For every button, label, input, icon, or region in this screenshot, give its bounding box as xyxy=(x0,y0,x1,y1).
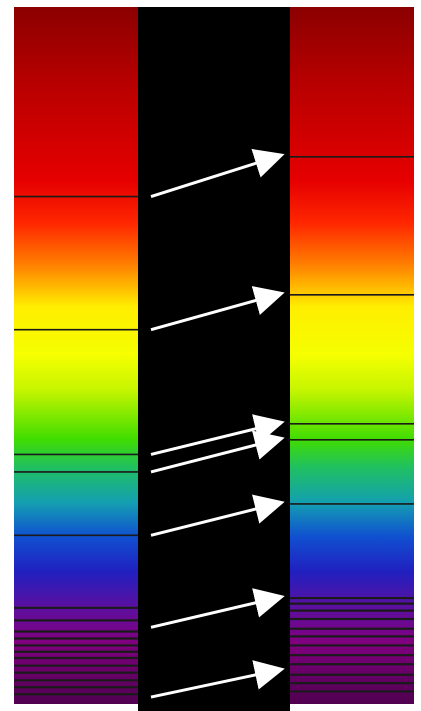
shift-arrow xyxy=(150,494,285,537)
reference-spectrum-band xyxy=(14,7,138,704)
shift-arrow xyxy=(150,588,285,629)
shift-arrow xyxy=(150,660,285,699)
shift-arrow xyxy=(150,148,285,199)
shift-arrow xyxy=(150,430,285,474)
black-gap xyxy=(138,7,290,711)
redshifted-spectrum-band xyxy=(290,7,414,704)
redshifted-spectrum xyxy=(290,7,414,704)
reference-spectrum xyxy=(14,7,138,704)
shift-arrows xyxy=(150,148,285,699)
shift-arrow xyxy=(150,286,285,332)
shift-arrow xyxy=(150,414,285,456)
